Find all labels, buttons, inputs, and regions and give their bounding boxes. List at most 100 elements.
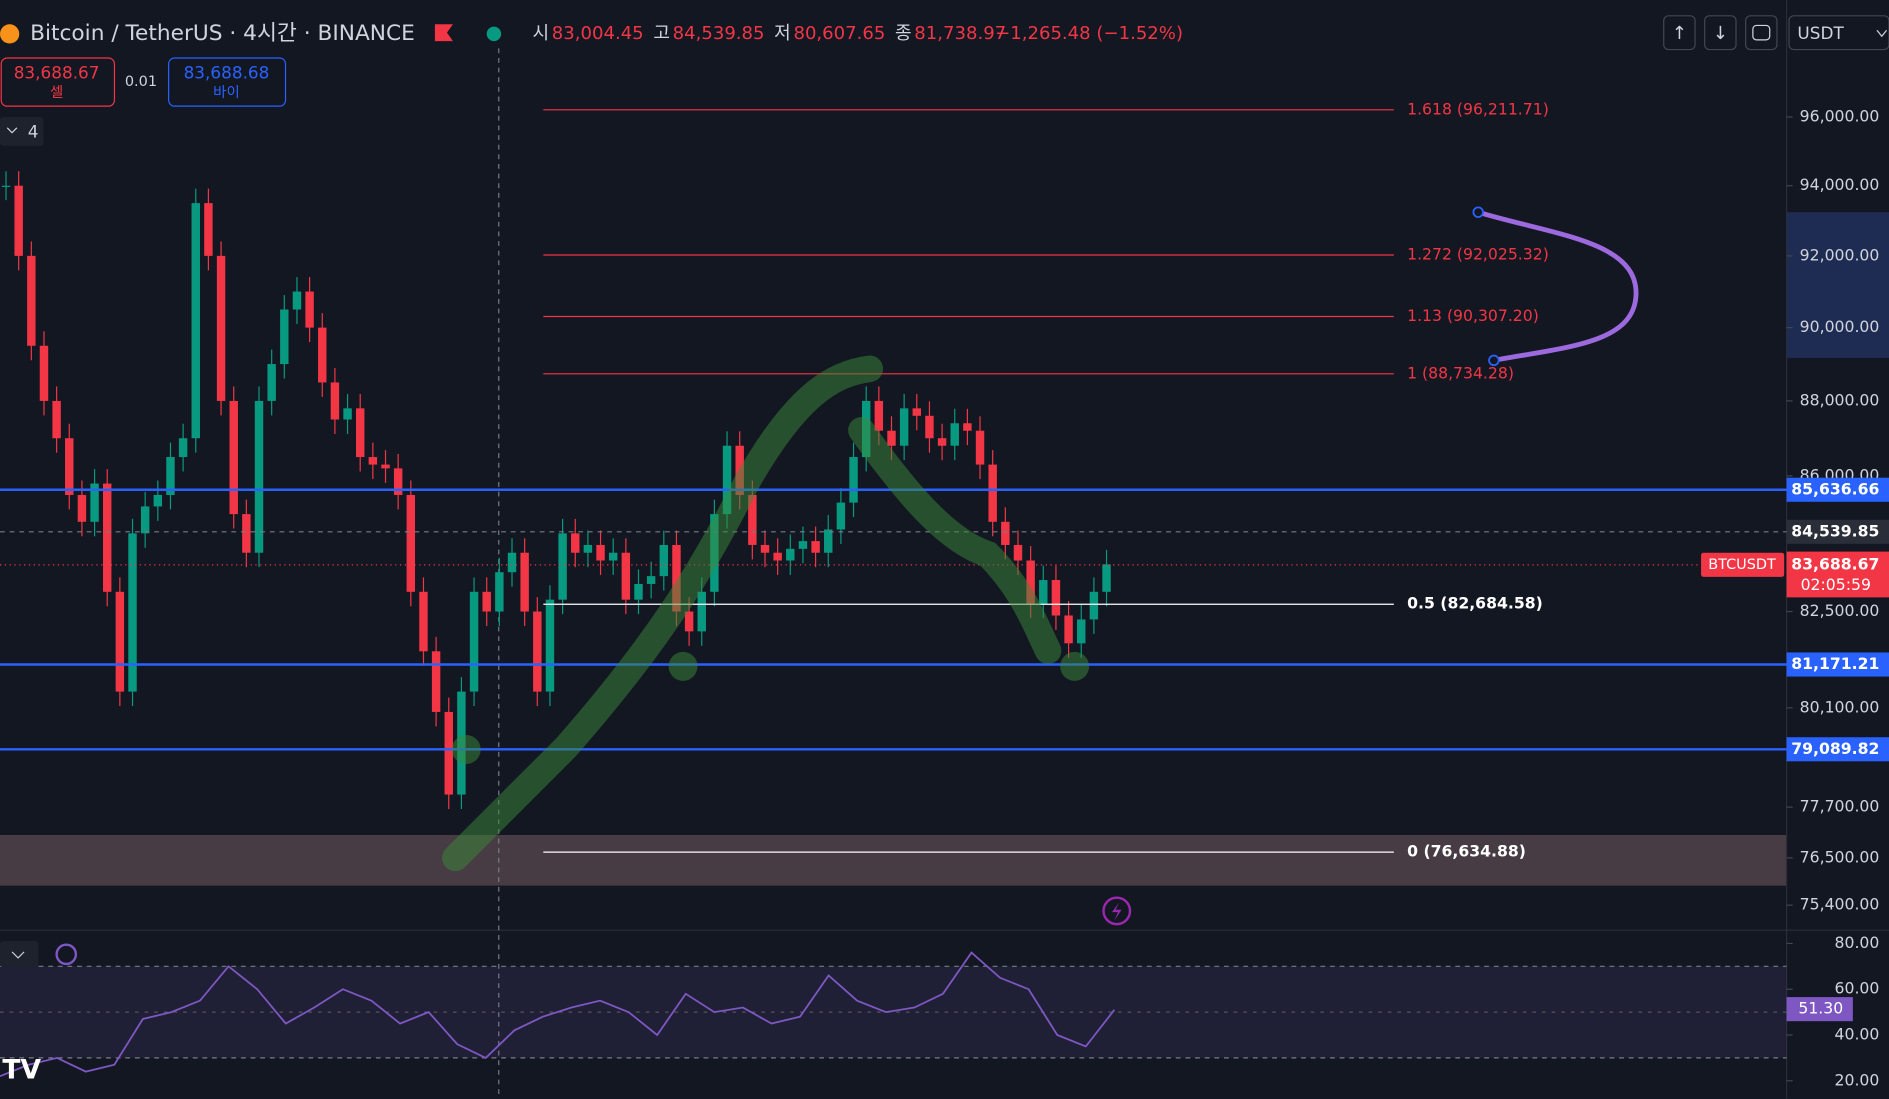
candle (874, 400, 884, 431)
ohlc: 시 83,004.45 고 84,539.85 저 80,607.65 종 81,738.97 (532, 23, 1006, 44)
drawing-dot (668, 651, 698, 681)
sell-label: 셀 (50, 84, 63, 101)
candle (419, 591, 428, 652)
indicator-count: 4 (28, 122, 39, 142)
candle (204, 203, 213, 256)
buy-label: 바이 (213, 84, 240, 101)
zone-box (0, 835, 1787, 886)
y-tick-label: 76,500.00 (1800, 847, 1880, 866)
rsi-refresh[interactable] (55, 943, 78, 966)
current-price: 83,688.67 (1791, 554, 1879, 573)
rsi-band (0, 966, 1787, 1058)
spread: 0.01 (125, 74, 157, 90)
fib-label: 0 (76,634.88) (1407, 842, 1526, 861)
fib-label: 1 (88,734.28) (1407, 363, 1514, 382)
candle (1013, 544, 1023, 561)
countdown: 02:05:59 (1801, 575, 1871, 594)
candle (14, 185, 23, 256)
currency: USDT (1797, 23, 1844, 43)
candle (520, 552, 529, 612)
candle (608, 552, 618, 561)
rsi-line (0, 951, 1116, 1078)
candle (140, 506, 150, 534)
candle (824, 529, 833, 553)
down-button[interactable] (1704, 15, 1737, 51)
rsi-value: 51.30 (1798, 999, 1843, 1018)
y-tick-label: 90,000.00 (1800, 317, 1880, 336)
lightning-glyph (1111, 902, 1122, 921)
candle (507, 552, 517, 573)
candle (558, 533, 567, 600)
rsi-tick-label: 60.00 (1835, 979, 1880, 998)
level-label: 81,171.21 (1791, 654, 1879, 673)
candle (495, 572, 504, 612)
candle (912, 408, 922, 416)
y-tick-label: 92,000.00 (1800, 245, 1880, 264)
candle (431, 651, 441, 712)
currency-select[interactable] (1788, 15, 1889, 51)
fib-label: 1.13 (90,307.20) (1407, 306, 1539, 325)
rsi-caret (11, 951, 25, 959)
candle (280, 309, 289, 365)
level-tag (1786, 477, 1889, 502)
up-arrow: ↑ (1672, 23, 1687, 44)
level-label: 79,089.82 (1791, 739, 1879, 758)
candle (52, 400, 61, 439)
candle (103, 483, 112, 592)
candle (1026, 560, 1035, 604)
buy-button[interactable] (168, 57, 287, 107)
curve-handle (1472, 206, 1484, 218)
candle (1077, 619, 1086, 644)
candle (128, 533, 137, 692)
candle (773, 552, 782, 561)
candle (355, 408, 365, 458)
fib-label: 1.272 (92,025.32) (1407, 244, 1549, 263)
candle (318, 327, 327, 383)
candle (27, 255, 36, 346)
replay-button[interactable] (1745, 15, 1778, 51)
drawing-dot (451, 735, 481, 764)
candle (760, 544, 770, 553)
candle (798, 541, 808, 549)
indicator-toggle[interactable] (0, 117, 44, 146)
drawing-up (442, 355, 884, 872)
high-tag (1786, 519, 1889, 544)
candle (444, 711, 453, 795)
candle (697, 591, 706, 632)
candle (925, 415, 934, 439)
y-tick-label: 88,000.00 (1800, 390, 1880, 409)
candle (393, 468, 403, 495)
sell-button[interactable] (0, 57, 116, 107)
candle (722, 445, 732, 515)
candle (988, 464, 997, 522)
symbol-title: Bitcoin / TetherUS · 4시간 · BINANCE (30, 21, 415, 46)
candle (65, 438, 74, 495)
candle (571, 533, 580, 553)
candle (191, 203, 200, 439)
candle (811, 541, 820, 553)
rsi-toggle[interactable] (0, 941, 39, 968)
high-label: 84,539.85 (1791, 521, 1879, 540)
up-button[interactable] (1663, 15, 1696, 51)
current-tag (1786, 551, 1889, 598)
candle (381, 464, 390, 469)
drawing-down (848, 416, 1062, 664)
level-label: 85,636.66 (1791, 479, 1879, 498)
change: −1,265.48 (−1.52%) (995, 23, 1183, 44)
rsi-tick-label: 20.00 (1835, 1070, 1880, 1089)
ohlc-value: 84,539.85 (673, 23, 765, 44)
candle (621, 552, 631, 600)
candle (254, 400, 264, 553)
axis-highlight (1786, 212, 1889, 358)
fib-label: 0.5 (82,684.58) (1407, 594, 1543, 613)
candle (406, 494, 416, 592)
candle (646, 576, 656, 584)
lightning-icon[interactable] (1102, 896, 1132, 926)
candle (899, 408, 909, 446)
candle (963, 423, 972, 431)
candle (229, 400, 238, 515)
candle (343, 408, 352, 420)
currency-caret (1876, 29, 1888, 38)
